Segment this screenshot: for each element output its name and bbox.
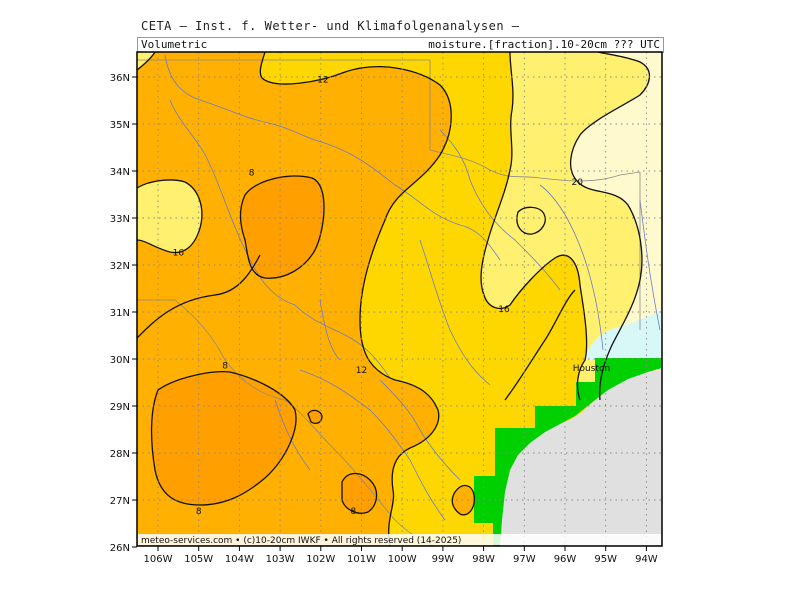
variable-description: moisture.[fraction].10-20cm ??? UTC xyxy=(428,38,660,51)
footer-background xyxy=(138,534,661,545)
coast-strip xyxy=(474,358,662,546)
contour-label: 12 xyxy=(317,76,328,86)
contour-label: 8 xyxy=(350,507,356,517)
x-tick-label: 103W xyxy=(266,554,295,565)
band-gt20 xyxy=(516,207,546,235)
x-tick-label: 106W xyxy=(144,554,173,565)
y-tick-label: 36N xyxy=(110,73,130,84)
plot-frame xyxy=(136,51,663,547)
contours xyxy=(137,52,651,546)
x-axis: 106W 105W 104W 103W 102W 101W 100W 99W 98W 97W 96W… xyxy=(144,546,658,565)
y-tick-label: 28N xyxy=(110,449,130,460)
x-tick-label: 94W xyxy=(635,554,658,565)
contour-label: 12 xyxy=(356,366,367,376)
x-tick-label: 99W xyxy=(432,554,455,565)
contour-label: 8 xyxy=(222,361,228,371)
y-tick-label: 30N xyxy=(110,355,130,366)
x-tick-label: 98W xyxy=(472,554,495,565)
map-field xyxy=(137,52,662,546)
rivers xyxy=(164,54,661,521)
contour-label: 16 xyxy=(173,249,185,259)
variable-label: Volumetric xyxy=(141,38,208,51)
contour-labels: 12 8 16 20 16 12 8 8 8 xyxy=(173,76,584,517)
band-lt8 xyxy=(308,410,322,424)
place-label: Houston xyxy=(573,364,610,374)
x-tick-label: 101W xyxy=(347,554,376,565)
contour-label: 8 xyxy=(249,169,255,179)
contour-label: 16 xyxy=(498,305,510,315)
y-axis: 36N 35N 34N 33N 32N 31N 30N 29N 28N 27N 26N xyxy=(110,73,137,554)
y-tick-label: 35N xyxy=(110,120,130,131)
band-lt8 xyxy=(342,473,377,514)
x-tick-label: 100W xyxy=(388,554,417,565)
y-tick-label: 26N xyxy=(110,543,130,554)
y-tick-label: 27N xyxy=(110,496,130,507)
sea-area xyxy=(498,370,662,546)
band-lt8 xyxy=(240,175,325,279)
water-area xyxy=(585,310,662,370)
contour-label: 20 xyxy=(571,178,583,188)
y-tick-label: 34N xyxy=(110,167,130,178)
y-tick-label: 33N xyxy=(110,214,130,225)
y-tick-label: 31N xyxy=(110,308,130,319)
band-lt8 xyxy=(151,371,296,505)
band-8-12 xyxy=(452,485,475,515)
chart-title: CETA — Inst. f. Wetter- und Klimafolgena… xyxy=(141,19,520,33)
contour-label: 8 xyxy=(196,507,202,517)
band-16-20 xyxy=(137,52,155,70)
y-tick-label: 32N xyxy=(110,261,130,272)
x-tick-label: 102W xyxy=(306,554,335,565)
band-gt20 xyxy=(570,52,662,400)
borders xyxy=(137,59,641,546)
footer-credit: meteo-services.com • (c)10-20cm IWKF • A… xyxy=(141,536,461,546)
band-16-20 xyxy=(137,180,202,253)
x-tick-label: 97W xyxy=(513,554,536,565)
x-tick-label: 95W xyxy=(594,554,617,565)
y-tick-label: 29N xyxy=(110,402,130,413)
x-tick-label: 96W xyxy=(554,554,577,565)
x-tick-label: 105W xyxy=(184,554,213,565)
place-labels: Houston xyxy=(573,364,610,374)
x-tick-label: 104W xyxy=(225,554,254,565)
